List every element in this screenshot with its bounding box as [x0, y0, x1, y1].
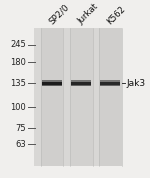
Text: K562: K562	[105, 4, 127, 26]
Text: Jurkat: Jurkat	[76, 2, 100, 26]
Bar	[42, 80, 62, 82]
Text: 245: 245	[10, 40, 26, 49]
Bar	[100, 80, 120, 86]
Bar	[70, 28, 93, 166]
Bar	[41, 28, 63, 166]
Text: 75: 75	[15, 124, 26, 133]
Bar	[71, 80, 91, 86]
Bar	[71, 80, 91, 82]
Text: 63: 63	[15, 140, 26, 149]
Bar	[42, 85, 62, 86]
Bar	[100, 85, 120, 86]
Text: 180: 180	[10, 58, 26, 67]
Bar	[42, 80, 62, 86]
Bar	[34, 28, 122, 166]
Bar	[99, 28, 122, 166]
Text: 100: 100	[10, 103, 26, 112]
Bar	[71, 85, 91, 86]
Text: SP2/0: SP2/0	[47, 2, 71, 26]
Text: Jak3: Jak3	[126, 79, 145, 88]
Bar	[100, 80, 120, 82]
Text: 135: 135	[10, 79, 26, 88]
